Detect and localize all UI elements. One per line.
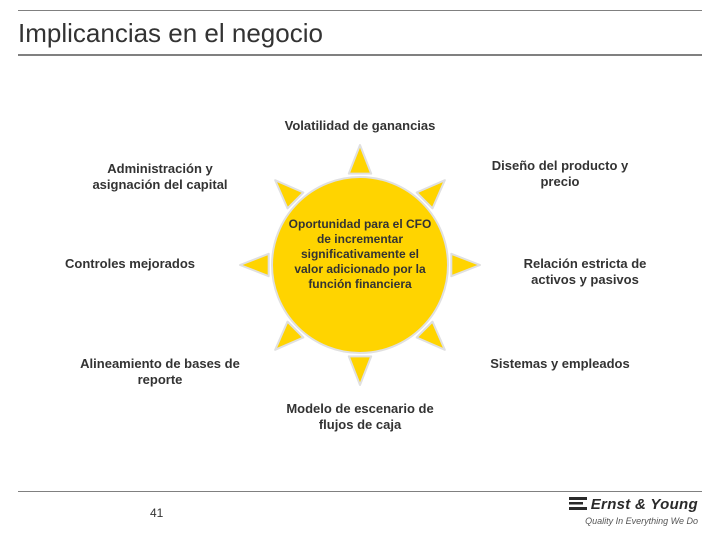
center-text: Oportunidad para el CFO de incrementar s… bbox=[285, 217, 435, 292]
brand-block: Ernst & Young Quality In Everything We D… bbox=[569, 496, 698, 526]
diagram-label: Administración y asignación del capital bbox=[80, 161, 240, 192]
diagram-label: Diseño del producto y precio bbox=[480, 158, 640, 189]
diagram-label: Alineamiento de bases de reporte bbox=[80, 356, 240, 387]
diagram-label: Modelo de escenario de flujos de caja bbox=[270, 401, 450, 432]
brand-bars-icon bbox=[569, 497, 587, 511]
brand-name-row: Ernst & Young bbox=[569, 496, 698, 514]
diagram-area: Oportunidad para el CFO de incrementar s… bbox=[0, 70, 720, 465]
diagram-label: Controles mejorados bbox=[50, 256, 210, 272]
brand-name: Ernst & Young bbox=[591, 496, 698, 513]
page-title: Implicancias en el negocio bbox=[18, 18, 323, 49]
rule-top bbox=[18, 10, 702, 11]
brand-tagline: Quality In Everything We Do bbox=[569, 516, 698, 526]
rule-bottom bbox=[18, 491, 702, 492]
page-number: 41 bbox=[150, 506, 163, 520]
diagram-label: Volatilidad de ganancias bbox=[280, 118, 440, 134]
rule-under-title bbox=[18, 54, 702, 56]
diagram-label: Sistemas y empleados bbox=[485, 356, 635, 372]
diagram-label: Relación estricta de activos y pasivos bbox=[500, 256, 670, 287]
